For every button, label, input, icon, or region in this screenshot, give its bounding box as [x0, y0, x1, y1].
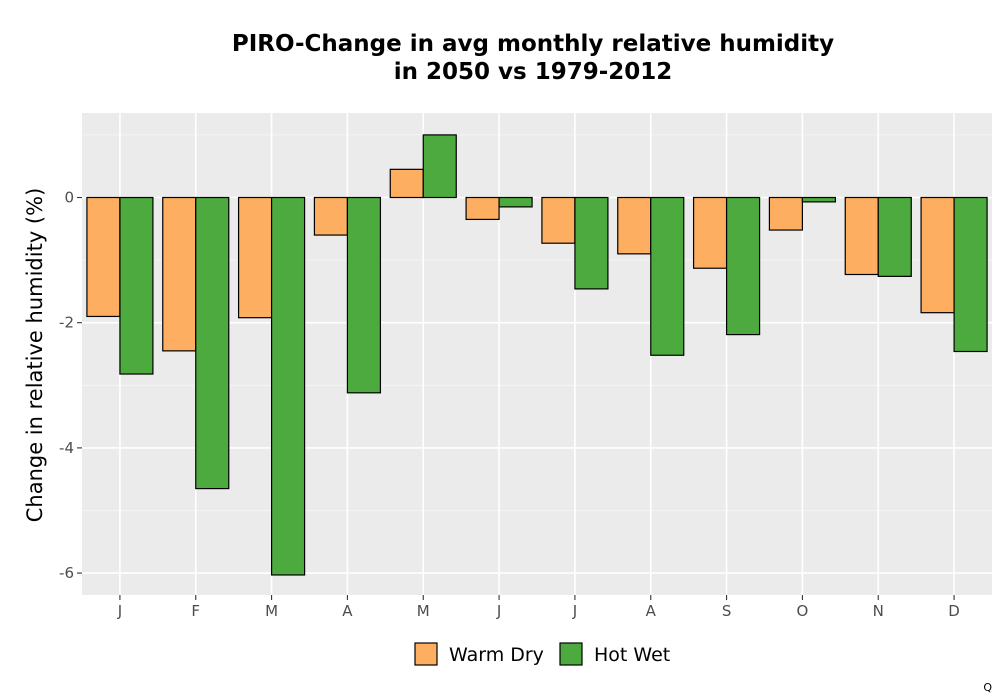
corner-mark: Q: [983, 681, 992, 694]
x-tick-label: M: [417, 602, 430, 620]
legend-label-warm-dry: Warm Dry: [449, 644, 544, 666]
y-tick-label: 0: [64, 189, 74, 207]
bar-warm-dry-6: [541, 196, 576, 244]
y-tick-label: -6: [59, 564, 74, 582]
x-tick-label: A: [646, 602, 657, 620]
bar-hot-wet-2: [270, 196, 306, 576]
x-tick-label: N: [873, 602, 884, 620]
bar-hot-wet-7: [650, 196, 685, 356]
legend-swatch-hot-wet: [559, 642, 583, 666]
y-axis-title: Change in relative humidity (%): [23, 188, 47, 523]
legend-label-hot-wet: Hot Wet: [594, 644, 670, 666]
x-tick-label: M: [265, 602, 278, 620]
plot-panel: [82, 113, 992, 595]
bar-warm-dry-3: [313, 196, 349, 236]
bar-warm-dry-8: [692, 196, 728, 269]
y-axis: 0 -2 -4 -6: [59, 189, 82, 582]
bar-hot-wet-1: [195, 196, 230, 490]
y-tick-label: -4: [59, 439, 74, 457]
chart-title: PIRO-Change in avg monthly relative humi…: [0, 30, 1000, 86]
legend-swatch-warm-dry: [414, 642, 438, 666]
x-tick-label: J: [117, 602, 122, 620]
bar-hot-wet-8: [725, 196, 761, 336]
x-tick-label: J: [496, 602, 501, 620]
bar-hot-wet-3: [346, 196, 382, 394]
bar-hot-wet-6: [574, 196, 609, 290]
chart-title-line-1: PIRO-Change in avg monthly relative humi…: [231, 31, 835, 57]
bar-warm-dry-0: [86, 196, 121, 318]
bar-hot-wet-0: [119, 196, 154, 375]
bar-warm-dry-5: [465, 196, 500, 221]
bar-hot-wet-11: [953, 196, 988, 353]
bar-warm-dry-4: [389, 168, 424, 199]
x-tick-label: D: [948, 602, 960, 620]
bar-hot-wet-5: [498, 196, 533, 208]
chart-title-line-2: in 2050 vs 1979-2012: [393, 59, 673, 85]
x-tick-label: J: [572, 602, 577, 620]
x-tick-label: F: [191, 602, 200, 620]
y-tick-label: -2: [59, 314, 74, 332]
bar-warm-dry-2: [237, 196, 273, 319]
legend: Warm Dry Hot Wet: [414, 642, 670, 666]
bar-warm-dry-1: [162, 196, 197, 352]
x-tick-label: A: [342, 602, 353, 620]
bar-hot-wet-10: [877, 196, 912, 277]
x-tick-label: O: [797, 602, 809, 620]
bar-hot-wet-9: [801, 196, 837, 203]
bar-warm-dry-9: [768, 196, 804, 231]
x-tick-label: S: [722, 602, 732, 620]
bar-hot-wet-4: [422, 134, 457, 199]
bar-warm-dry-10: [844, 196, 879, 276]
bar-warm-dry-11: [920, 196, 955, 314]
bar-warm-dry-7: [617, 196, 652, 255]
bars: [86, 134, 988, 576]
